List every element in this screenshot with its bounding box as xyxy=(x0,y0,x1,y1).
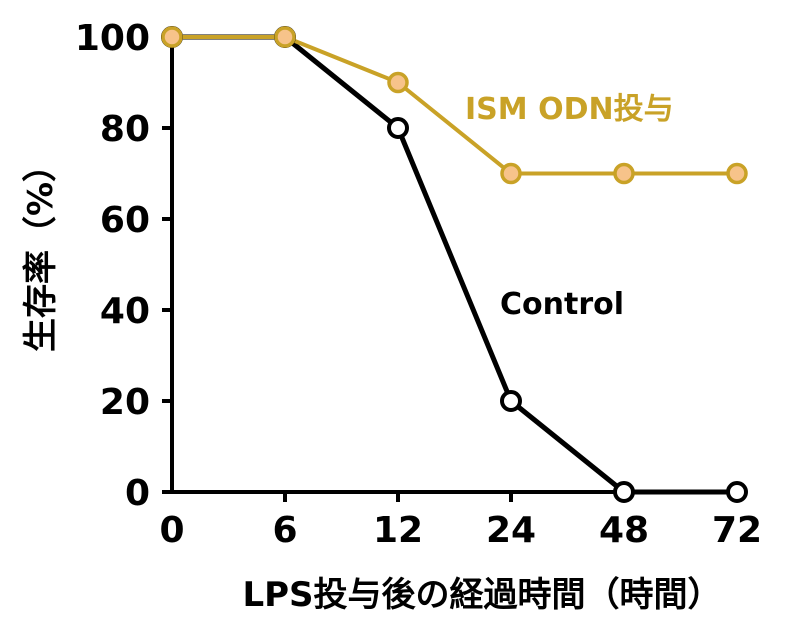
data-point-ism-odn-48 xyxy=(613,162,635,185)
series-label-ism-odn: ISM ODN投与 xyxy=(465,92,674,127)
y-tick-label-80: 80 xyxy=(100,109,150,150)
x-axis-title: LPS投与後の経過時間（時間） xyxy=(242,575,721,615)
x-tick-label-48: 48 xyxy=(599,510,649,551)
series-layer xyxy=(161,26,748,503)
series-label-control: Control xyxy=(500,287,624,322)
x-tick-label-12: 12 xyxy=(373,510,423,551)
data-point-control-12 xyxy=(387,117,409,139)
data-point-ism-odn-0 xyxy=(161,26,183,48)
x-tick-label-0: 0 xyxy=(159,510,184,551)
x-tick-label-6: 6 xyxy=(272,510,297,551)
y-tick-label-0: 0 xyxy=(125,473,150,514)
x-tick-label-24: 24 xyxy=(486,510,536,551)
y-tick-label-100: 100 xyxy=(75,18,150,59)
x-tick-label-72: 72 xyxy=(712,510,762,551)
series-line-ism-odn xyxy=(172,35,737,176)
data-point-ism-odn-6 xyxy=(274,26,296,48)
y-ticks: 0 20 40 60 80 100 xyxy=(75,18,172,514)
y-tick-label-20: 20 xyxy=(100,382,150,423)
data-point-control-48 xyxy=(613,481,635,503)
y-axis-title: 生存率（%） xyxy=(21,148,61,352)
data-point-control-24 xyxy=(500,390,522,412)
data-point-ism-odn-24 xyxy=(500,162,522,185)
data-point-control-72 xyxy=(726,481,748,503)
y-tick-label-40: 40 xyxy=(100,291,150,332)
x-ticks: 0 6 12 24 48 72 xyxy=(159,492,762,551)
data-point-ism-odn-72 xyxy=(726,162,748,185)
y-tick-label-60: 60 xyxy=(100,200,150,241)
data-point-ism-odn-12 xyxy=(387,71,409,94)
